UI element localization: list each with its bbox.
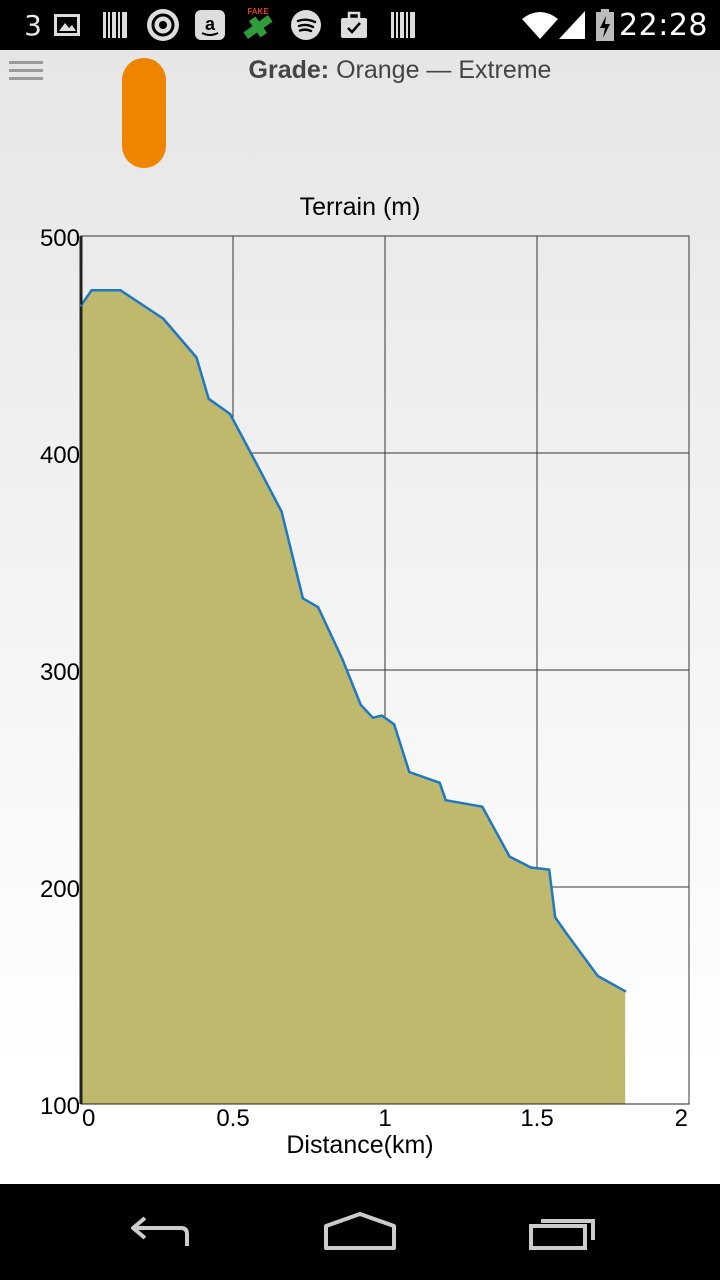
y-axis-ticks: 100 200 300 400 500 [40,225,80,1120]
pocket-casts-icon [144,0,182,50]
data-point [596,974,599,978]
data-point [301,597,305,600]
data-point [280,510,283,513]
data-point [207,397,210,400]
data-point [228,412,232,416]
data-point [444,799,447,802]
y-tick-label: 300 [40,659,80,686]
terrain-chart: Terrain (m) 100 200 300 400 500 0 0.5 1 1.5 2 Di… [40,193,690,1159]
data-point [508,855,511,858]
data-point [195,356,198,359]
fake-gps-icon: FAKE [236,0,280,50]
data-point [408,770,411,774]
data-point [341,657,344,661]
hamburger-menu-icon[interactable] [9,60,43,82]
amazon-icon: a [192,0,228,50]
data-point [253,458,256,461]
data-point [161,317,165,320]
navigation-bar [0,1184,720,1280]
x-axis-ticks: 0 0.5 1 1.5 2 [82,1105,688,1132]
x-tick-label: 1.5 [520,1105,553,1132]
data-point [623,989,627,993]
data-point [316,605,320,609]
signal-icon [556,0,588,50]
grade-color-indicator [122,58,166,168]
home-icon[interactable] [290,1184,430,1280]
data-point [90,289,93,292]
data-point [554,916,557,919]
data-point [392,723,396,726]
data-point [359,703,362,706]
terrain-area [81,290,626,1104]
barcode-icon [100,0,130,50]
x-tick-label: 0 [82,1105,95,1132]
grade-label: Grade: [248,56,330,84]
x-tick-label: 0.5 [216,1105,249,1132]
data-point [547,868,551,871]
data-point [481,805,484,808]
app-content: Grade: Orange — Extreme Terrain (m) 100 2… [0,50,720,1184]
x-axis-label: Distance(km) [286,1131,433,1159]
data-point [119,289,122,292]
clock: 22:28 [619,7,708,43]
chart-axes [79,236,689,1105]
back-icon[interactable] [90,1184,230,1280]
battery-charging-icon [592,0,618,50]
data-point [79,304,83,307]
data-point [438,781,441,785]
barcode-icon [388,0,418,50]
y-tick-label: 100 [40,1093,80,1120]
wifi-icon [518,0,562,50]
spotify-icon [288,0,324,50]
chart-title: Terrain (m) [300,193,421,221]
y-tick-label: 400 [40,442,80,469]
grade-text: Grade: Orange — Extreme [0,56,720,85]
grade-value: Orange — Extreme [336,56,552,84]
recent-apps-icon[interactable] [492,1184,632,1280]
data-point [371,716,375,719]
data-point [566,933,569,936]
x-tick-label: 1 [378,1105,391,1132]
data-point [380,714,384,717]
image-icon [52,0,82,50]
briefcase-icon [336,0,372,50]
y-tick-label: 200 [40,876,80,903]
x-tick-label: 2 [675,1105,688,1132]
status-bar: 3 a FAKE 22:28 [0,0,720,50]
y-tick-label: 500 [40,225,80,252]
svg-text:a: a [205,14,216,34]
fake-gps-label: FAKE [247,7,269,16]
notification-count: 3 [24,8,42,42]
data-point [529,866,533,869]
